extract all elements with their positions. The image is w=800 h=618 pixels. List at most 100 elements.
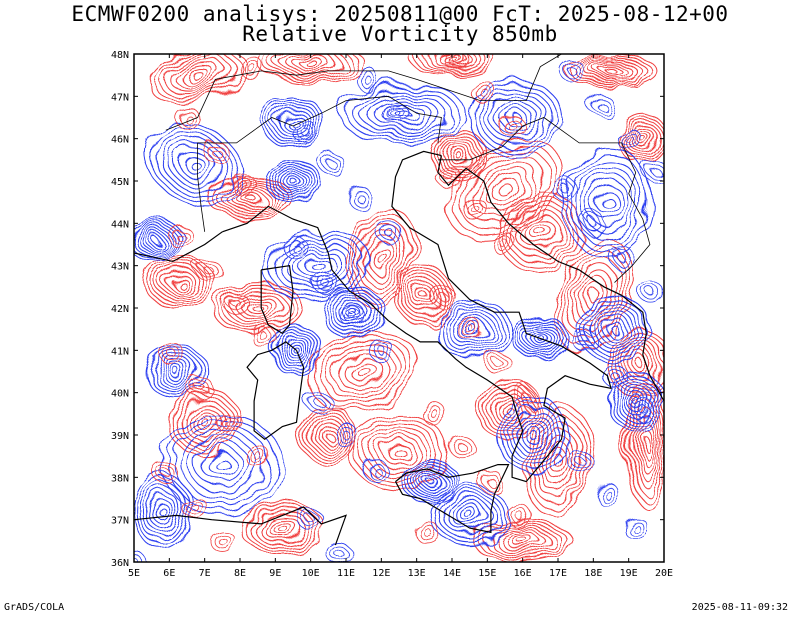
- weak-vorticity-contours: [304, 390, 331, 413]
- weak-vorticity-contours: [333, 424, 359, 446]
- coastline-segment: [222, 150, 612, 483]
- coastline-segment: [134, 506, 347, 546]
- weak-vorticity-contours: [492, 233, 518, 256]
- weak-vorticity-contours: [209, 529, 236, 552]
- lon-tick-label: 17E: [549, 568, 567, 579]
- lat-tick-label: 36N: [111, 558, 129, 569]
- lat-tick-label: 47N: [111, 92, 129, 103]
- lat-tick-label: 45N: [111, 177, 129, 188]
- weak-vorticity-contours: [485, 352, 511, 375]
- weak-vorticity-contours: [471, 81, 497, 104]
- lat-tick-label: 37N: [111, 516, 129, 527]
- country-border: [197, 95, 442, 144]
- weak-vorticity-contours: [594, 483, 621, 506]
- negative-vorticity-contours: [134, 472, 192, 550]
- weak-vorticity-contours: [167, 225, 193, 248]
- weak-vorticity-contours: [644, 161, 664, 184]
- weak-vorticity-contours: [478, 470, 504, 493]
- coastline-segment: [394, 464, 510, 534]
- weak-vorticity-contours: [174, 106, 200, 129]
- weak-vorticity-contours: [637, 280, 663, 303]
- weak-vorticity-contours: [326, 542, 352, 562]
- weak-vorticity-contours: [361, 457, 388, 480]
- lon-tick-label: 5E: [128, 568, 140, 579]
- negative-vorticity-contours: [264, 159, 322, 203]
- positive-vorticity-contours: [148, 54, 247, 104]
- weak-vorticity-contours: [622, 517, 649, 540]
- weak-vorticity-contours: [615, 127, 642, 150]
- negative-vorticity-contours: [264, 230, 371, 301]
- lon-tick-label: 7E: [199, 568, 211, 579]
- country-border: [197, 142, 206, 232]
- lat-tick-label: 44N: [111, 219, 129, 230]
- negative-vorticity-contours: [606, 371, 664, 432]
- weak-vorticity-contours: [202, 140, 229, 163]
- positive-vorticity-contours: [211, 282, 305, 334]
- weak-vorticity-contours: [587, 93, 614, 116]
- negative-vorticity-contours: [144, 345, 209, 398]
- lon-tick-label: 15E: [478, 568, 496, 579]
- weak-vorticity-contours: [414, 521, 441, 544]
- weak-vorticity-contours: [223, 292, 250, 315]
- weak-vorticity-contours: [463, 199, 490, 222]
- coastline-segment: [246, 341, 305, 440]
- coastline-segment: [134, 231, 223, 263]
- map-subtitle: Relative Vorticity 850mb: [242, 22, 558, 46]
- weak-vorticity-contours: [251, 326, 278, 349]
- negative-vorticity-contours: [578, 294, 651, 364]
- contour-field: [134, 54, 664, 562]
- negative-vorticity-contours: [402, 459, 460, 504]
- weak-vorticity-contours: [566, 449, 592, 472]
- weak-vorticity-contours: [244, 445, 271, 468]
- positive-vorticity-contours: [307, 331, 420, 412]
- negative-vorticity-contours: [469, 78, 563, 157]
- weak-vorticity-contours: [580, 212, 607, 235]
- longitude-labels: 5E 6E 7E 8E 9E 10E 11E 12E 13E 14E 15E 16E 17E 18E 19E…: [128, 568, 673, 579]
- weak-vorticity-contours: [449, 436, 476, 459]
- lat-tick-label: 46N: [111, 135, 129, 146]
- weak-vorticity-contours: [160, 343, 186, 366]
- lat-tick-label: 48N: [111, 50, 129, 61]
- lon-tick-label: 8E: [234, 568, 246, 579]
- coastline: [134, 54, 664, 546]
- weak-vorticity-contours: [195, 258, 221, 281]
- lat-tick-label: 41N: [111, 346, 129, 357]
- positive-vorticity-contours: [409, 54, 495, 76]
- negative-vorticity-contours: [338, 83, 467, 144]
- map-title: ECMWF0200 analisys: 20250811@00 FcT: 202…: [71, 2, 729, 26]
- coastline-segment: [260, 265, 294, 335]
- weak-vorticity-contours: [188, 377, 214, 400]
- positive-vorticity-contours: [239, 502, 326, 555]
- weak-vorticity-contours: [513, 385, 539, 408]
- weak-vorticity-contours: [340, 305, 366, 328]
- render-timestamp: 2025-08-11-09:32: [691, 602, 788, 613]
- lat-tick-label: 38N: [111, 473, 129, 484]
- positive-vorticity-contours: [349, 413, 449, 491]
- country-border: [437, 117, 651, 283]
- software-credit: GrADS/COLA: [4, 602, 65, 613]
- weak-vorticity-contours: [559, 59, 585, 82]
- weak-vorticity-contours: [456, 318, 483, 341]
- negative-vorticity-contours: [143, 121, 245, 207]
- positive-vorticity-contours: [144, 256, 216, 309]
- lon-tick-label: 9E: [269, 568, 281, 579]
- weak-vorticity-contours: [375, 220, 402, 243]
- lon-tick-label: 16E: [514, 568, 532, 579]
- lat-tick-label: 43N: [111, 262, 129, 273]
- weak-vorticity-contours: [428, 284, 455, 307]
- latitude-labels: 48N 47N 46N 45N 44N 43N 42N 41N 40N 39N 38N 37N 36N: [111, 50, 129, 569]
- lat-tick-label: 39N: [111, 431, 129, 442]
- weak-vorticity-contours: [354, 68, 380, 91]
- weak-vorticity-contours: [573, 330, 600, 353]
- negative-vorticity-contours: [134, 218, 184, 262]
- lon-tick-label: 18E: [584, 568, 602, 579]
- weak-vorticity-contours: [630, 398, 656, 421]
- country-border: [165, 54, 562, 131]
- positive-vorticity-contours: [564, 54, 658, 89]
- weak-vorticity-contours: [319, 153, 345, 176]
- weak-vorticity-contours: [237, 55, 264, 78]
- weak-vorticity-contours: [347, 186, 373, 209]
- positive-vorticity-contours: [430, 129, 488, 182]
- weak-vorticity-contours: [290, 119, 317, 142]
